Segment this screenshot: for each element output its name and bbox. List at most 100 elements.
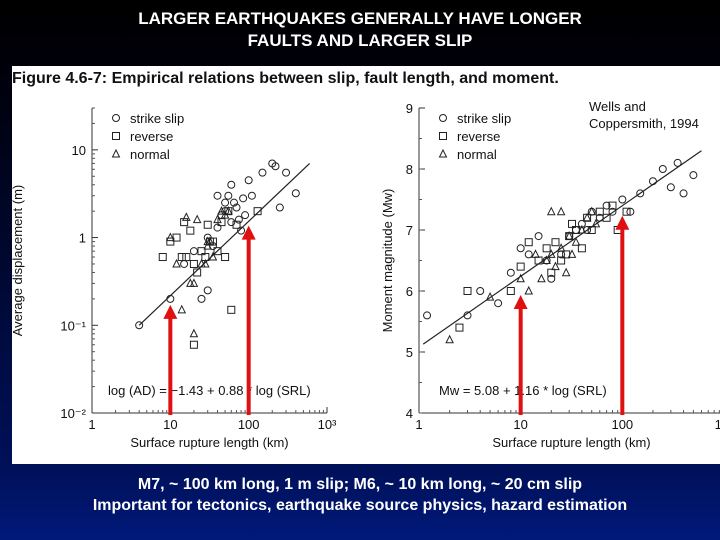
data-point-circle — [516, 244, 525, 253]
data-point-circle — [221, 198, 230, 207]
legend-marker — [439, 132, 447, 140]
figure-panel: Figure 4.6-7: Empirical relations betwee… — [12, 66, 720, 464]
data-point-triangle — [542, 255, 551, 264]
x-tick-label: 10 — [513, 417, 527, 432]
x-axis-label: Surface rupture length (km) — [130, 435, 288, 450]
data-point-circle — [275, 203, 284, 212]
data-point-square — [189, 340, 198, 349]
data-point-triangle — [537, 273, 546, 283]
data-point-triangle — [189, 328, 199, 338]
data-point-square — [557, 256, 566, 265]
data-point-square — [253, 207, 262, 216]
data-point-circle — [224, 191, 233, 200]
data-point-circle — [247, 191, 256, 200]
data-point-triangle — [166, 232, 175, 242]
data-point-triangle — [182, 212, 191, 221]
data-point-square — [516, 262, 525, 271]
data-point-circle — [213, 223, 222, 232]
legend-label: reverse — [457, 129, 500, 144]
data-point-circle — [258, 168, 267, 177]
data-point-triangle — [577, 224, 587, 234]
y-tick-label: 10 — [72, 143, 86, 158]
legend-marker — [438, 148, 448, 158]
y-tick-label: 10⁻² — [60, 406, 86, 421]
slide-title-line-1: LARGER EARTHQUAKES GENERALLY HAVE LONGER — [138, 9, 582, 28]
data-point-circle — [618, 195, 627, 204]
data-point-square — [203, 220, 212, 229]
legend-marker — [112, 114, 120, 122]
credit-line-1: Wells and — [589, 99, 646, 114]
slide-footer: M7, ~ 100 km long, 1 m slip; M6, ~ 10 km… — [0, 474, 720, 516]
data-point-square — [524, 238, 533, 247]
slide-title: LARGER EARTHQUAKES GENERALLY HAVE LONGER… — [0, 8, 720, 52]
data-point-circle — [135, 321, 144, 330]
annotation-arrow-head — [513, 295, 528, 309]
data-point-square — [186, 226, 195, 235]
data-point-square — [232, 220, 241, 229]
data-point-circle — [494, 299, 503, 308]
data-point-triangle — [556, 243, 566, 252]
y-axis-label: Moment magnitude (Mw) — [380, 189, 395, 333]
annotation-arrow-head — [615, 215, 630, 230]
x-tick-label: 1 — [88, 417, 95, 432]
data-point-square — [193, 268, 202, 277]
legend-label: strike slip — [457, 111, 511, 126]
y-tick-label: 5 — [406, 345, 413, 360]
data-point-circle — [608, 207, 617, 216]
y-tick-label: 1 — [79, 231, 86, 246]
data-point-triangle — [591, 218, 601, 228]
data-point-circle — [636, 189, 645, 198]
data-point-circle — [232, 203, 241, 212]
data-point-circle — [271, 162, 280, 171]
data-point-triangle — [561, 267, 571, 277]
data-point-square — [177, 253, 186, 262]
data-point-circle — [227, 218, 236, 227]
y-tick-label: 8 — [406, 162, 413, 177]
data-point-circle — [547, 274, 556, 283]
data-point-circle — [239, 194, 248, 203]
data-point-square — [547, 268, 556, 277]
footer-line-2: Important for tectonics, earthquake sour… — [92, 497, 628, 514]
figure-caption: Figure 4.6-7: Empirical relations betwee… — [12, 70, 559, 87]
data-point-square — [534, 256, 543, 265]
data-point-square — [166, 237, 175, 246]
data-point-square — [577, 244, 586, 253]
data-point-circle — [423, 311, 432, 320]
data-point-triangle — [177, 304, 187, 314]
data-point-triangle — [546, 206, 556, 216]
data-point-square — [587, 226, 596, 234]
x-tick-label: 10³ — [715, 417, 720, 432]
data-point-circle — [463, 311, 472, 320]
data-point-circle — [666, 183, 675, 192]
x-tick-label: 10 — [163, 417, 177, 432]
data-point-circle — [234, 215, 243, 224]
data-point-circle — [291, 189, 300, 198]
data-point-triangle — [192, 214, 202, 224]
data-point-triangle — [220, 210, 230, 219]
data-point-circle — [197, 294, 206, 303]
y-tick-label: 10⁻¹ — [60, 318, 86, 333]
data-point-square — [602, 213, 611, 222]
data-point-triangle — [524, 285, 534, 295]
data-point-triangle — [571, 237, 581, 246]
data-point-circle — [476, 287, 485, 295]
data-point-triangle — [217, 206, 226, 215]
legend-marker — [439, 114, 447, 122]
legend-marker — [111, 148, 121, 158]
x-tick-label: 10³ — [318, 417, 337, 432]
data-point-circle — [689, 171, 698, 180]
data-point-triangle — [564, 230, 574, 240]
y-tick-label: 6 — [406, 284, 413, 299]
data-point-circle — [189, 247, 198, 256]
data-point-circle — [230, 198, 239, 207]
regression-equation: Mw = 5.08 + 1.16 * log (SRL) — [439, 383, 607, 398]
legend-label: normal — [130, 147, 170, 162]
data-point-square — [227, 305, 236, 314]
data-point-triangle — [582, 212, 592, 222]
data-point-circle — [648, 177, 657, 186]
data-point-circle — [213, 191, 222, 200]
x-tick-label: 100 — [238, 417, 260, 432]
slide-title-line-2: FAULTS AND LARGER SLIP — [247, 31, 473, 50]
x-tick-label: 1 — [415, 417, 422, 432]
data-point-triangle — [551, 261, 560, 271]
